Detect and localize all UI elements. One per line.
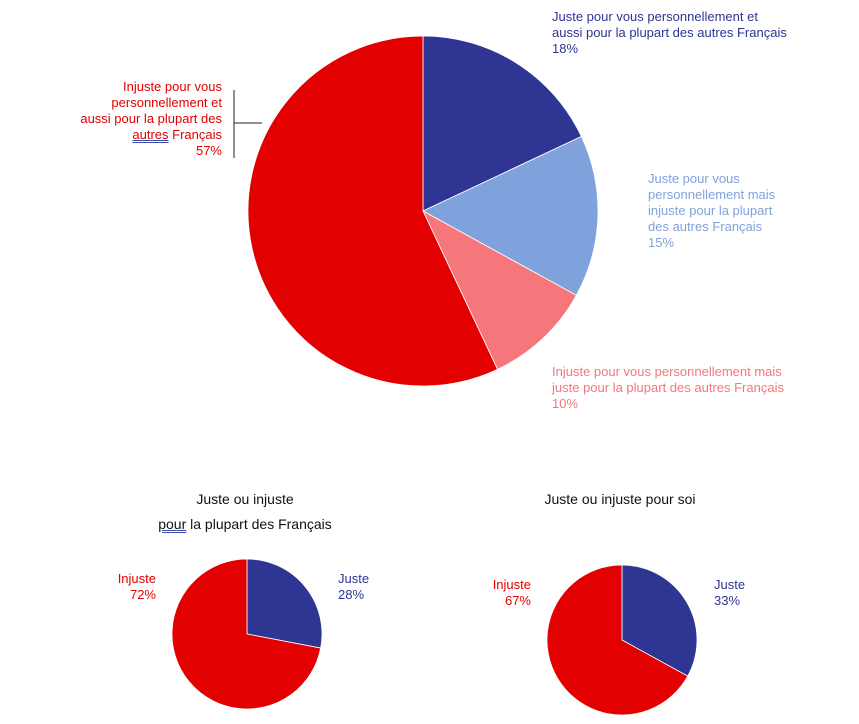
label-line: des autres Français xyxy=(648,219,763,234)
label-juste-injuste: Juste pour vous personnellement mais inj… xyxy=(648,171,848,251)
label-pct: 15% xyxy=(648,235,675,250)
label-line: aussi pour la plupart des autres Françai… xyxy=(552,25,787,40)
pie-b-label-juste: Juste 33% xyxy=(714,577,794,609)
label-line: juste pour la plupart des autres Françai… xyxy=(552,380,784,395)
label-pct: 33% xyxy=(714,593,741,608)
pie-pour-soi xyxy=(546,564,698,716)
label-line: Injuste pour vous personnellement mais xyxy=(552,364,782,379)
label-line: personnellement et xyxy=(111,95,222,110)
pie-a-slice-1 xyxy=(171,558,322,710)
label-line: Juste pour vous personnellement et xyxy=(552,9,758,24)
label-pct: 10% xyxy=(552,396,579,411)
label-line: aussi pour la plupart des xyxy=(80,111,222,126)
label-pct: 57% xyxy=(195,143,222,158)
pie-b-slice-0 xyxy=(621,564,698,677)
pie-a-label-juste: Juste 28% xyxy=(338,571,418,603)
title-rest: la plupart des Français xyxy=(186,516,332,532)
label-line: personnellement mais xyxy=(648,187,776,202)
label-text: Juste xyxy=(714,577,746,592)
pie-b-title: Juste ou injuste pour soi xyxy=(544,491,696,507)
label-pct: 18% xyxy=(552,41,579,56)
label-text: Injuste xyxy=(117,571,156,586)
pie-a-title-line1: Juste ou injuste xyxy=(196,491,294,507)
label-text: Juste xyxy=(338,571,370,586)
main-pie-slice-2 xyxy=(422,210,577,370)
label-pct: 28% xyxy=(338,587,365,602)
pie-plupart-des-francais xyxy=(171,558,323,710)
label-pct: 72% xyxy=(129,587,156,602)
label-line: Injuste pour vous xyxy=(122,79,222,94)
main-pie-chart xyxy=(247,35,599,387)
label-injuste-injuste: Injuste pour vous personnellement et aus… xyxy=(40,79,222,159)
title-underlined-word: pour xyxy=(158,516,187,532)
label-line: injuste pour la plupart xyxy=(648,203,773,218)
main-pie-slice-3 xyxy=(247,35,499,387)
pie-b-label-injuste: Injuste 67% xyxy=(465,577,531,609)
pie-a-slice-0 xyxy=(246,558,323,649)
pie-b-slice-1 xyxy=(546,564,689,716)
label-line: autres Français xyxy=(40,127,222,143)
label-underlined-word: autres xyxy=(132,127,169,142)
label-line: Juste pour vous xyxy=(648,171,740,186)
main-pie-slice-1 xyxy=(422,135,599,296)
label-juste-juste: Juste pour vous personnellement et aussi… xyxy=(552,9,852,57)
label-injuste-juste: Injuste pour vous personnellement mais j… xyxy=(552,364,852,412)
pie-a-label-injuste: Injuste 72% xyxy=(90,571,156,603)
label-rest: Français xyxy=(168,127,222,142)
label-text: Injuste xyxy=(492,577,531,592)
pie-a-title-line2: pour la plupart des Français xyxy=(110,516,380,532)
main-pie-slice-0 xyxy=(422,35,582,212)
label-pct: 67% xyxy=(504,593,531,608)
